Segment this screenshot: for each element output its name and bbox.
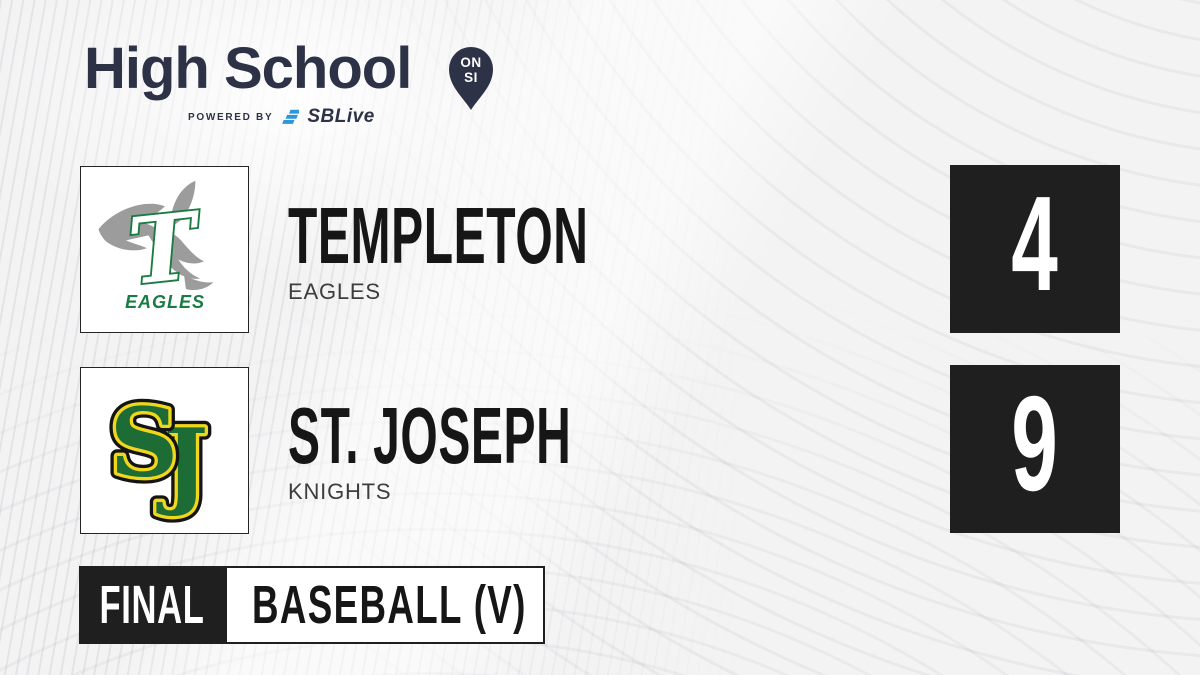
pin-si-label: SI	[464, 70, 478, 85]
team-name: ST. JOSEPH	[288, 391, 572, 480]
on-si-pin-icon: ON SI	[449, 47, 493, 110]
sport-label: BASEBALL (V)	[252, 575, 527, 635]
pin-on-label: ON	[460, 55, 481, 70]
svg-text:S: S	[109, 387, 178, 498]
powered-by-row: POWERED BY SBLive	[188, 106, 375, 128]
team-name: TEMPLETON	[288, 191, 589, 280]
team-logo-box: T EAGLES	[80, 166, 249, 333]
templeton-eagles-logo: T EAGLES	[98, 180, 213, 312]
score-box: 9	[950, 365, 1120, 533]
svg-text:S: S	[109, 387, 178, 498]
final-label: FINAL	[99, 575, 205, 635]
final-badge: FINAL	[79, 566, 225, 644]
score-box: 4	[950, 165, 1120, 333]
sblive-wordmark: SBLive	[307, 106, 375, 127]
powered-by-label: POWERED BY	[188, 111, 274, 123]
svg-text:J: J	[156, 408, 208, 519]
st-joseph-logo: J J J S S S	[103, 381, 215, 526]
score-value: 4	[1011, 167, 1059, 319]
sj-monogram-icon: J J J S S S	[103, 381, 215, 526]
team-logo-box: J J J S S S	[80, 367, 249, 534]
svg-text:J: J	[156, 408, 208, 519]
score-value: 9	[1011, 367, 1059, 519]
eagle-icon	[98, 180, 213, 290]
sblive-icon	[282, 109, 300, 124]
templeton-eagles-banner: EAGLES	[125, 291, 205, 311]
svg-text:S: S	[109, 387, 178, 498]
team-mascot: KNIGHTS	[288, 479, 392, 504]
templeton-t-letter: T	[123, 190, 208, 305]
brand-title: High School	[84, 36, 412, 101]
team-mascot: EAGLES	[288, 279, 381, 304]
sport-badge: BASEBALL (V)	[225, 566, 545, 644]
